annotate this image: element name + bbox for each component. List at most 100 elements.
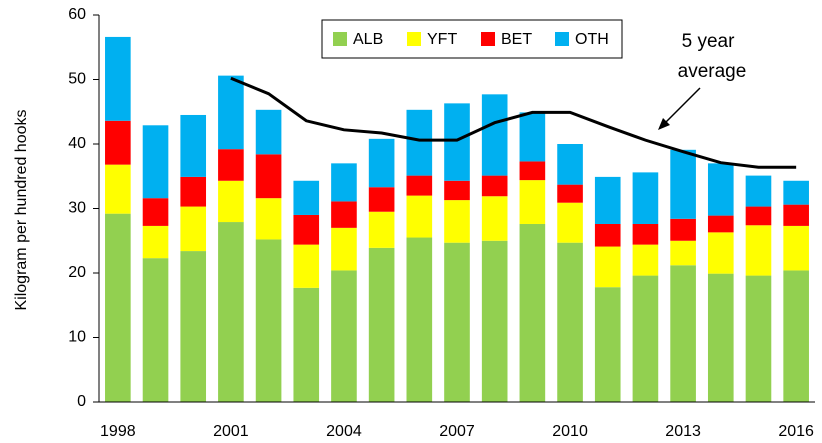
- bar-segment: [632, 275, 659, 402]
- bar-segment: [783, 180, 809, 205]
- bar-segment: [218, 149, 244, 181]
- bar-segment: [745, 225, 772, 276]
- legend-swatch: [333, 32, 347, 46]
- bar-segment: [218, 75, 244, 150]
- bar-segment: [632, 172, 659, 224]
- bar-segment: [557, 184, 583, 203]
- bar-segment: [670, 218, 696, 241]
- bar-segment: [519, 180, 546, 224]
- x-tick-label: 2013: [665, 423, 701, 440]
- bar-segment: [519, 112, 546, 162]
- bar-segment: [707, 232, 734, 274]
- x-tick-label: 2007: [439, 423, 475, 440]
- legend-swatch: [481, 32, 495, 46]
- legend-box: [321, 19, 623, 59]
- bar-segment: [142, 225, 169, 259]
- bar-segment: [331, 270, 357, 402]
- bar-segment: [180, 206, 207, 252]
- bar-segment: [218, 222, 244, 402]
- bar-segment: [444, 180, 470, 201]
- annotation-arrow: [661, 87, 701, 127]
- bar-segment: [745, 206, 772, 226]
- bar-segment: [105, 164, 131, 214]
- arrow-head: [658, 118, 670, 130]
- bar-segment: [255, 239, 282, 402]
- bar-segment: [632, 244, 659, 276]
- bar-segment: [331, 201, 357, 228]
- bar-segment: [331, 227, 357, 271]
- y-tick-label: 40: [68, 135, 86, 152]
- bar-segment: [444, 242, 470, 402]
- bar-segment: [180, 251, 207, 402]
- bar-segment: [368, 211, 395, 248]
- bar-segment: [557, 242, 583, 402]
- bar-segment: [105, 120, 131, 165]
- bar-segment: [557, 202, 583, 243]
- y-axis-label: Kilogram per hundred hooks: [13, 109, 30, 310]
- bar-segment: [594, 246, 621, 288]
- legend-swatch: [555, 32, 569, 46]
- annotation: average: [678, 61, 747, 82]
- bar-segment: [105, 36, 131, 121]
- bar-segment: [293, 244, 320, 288]
- bar-segment: [745, 175, 772, 207]
- bar-segment: [670, 149, 696, 219]
- legend-label: YFT: [427, 31, 457, 48]
- bar-segment: [368, 138, 395, 188]
- bar-segment: [594, 287, 621, 402]
- bar-segment: [368, 247, 395, 402]
- bar-segment: [218, 180, 244, 223]
- bar-segment: [783, 270, 809, 402]
- y-tick-label: 30: [68, 200, 86, 217]
- legend-label: BET: [501, 31, 532, 48]
- y-tick-label: 60: [68, 6, 86, 23]
- y-tick-label: 10: [68, 329, 86, 346]
- y-tick-label: 0: [77, 393, 86, 410]
- bar-segment: [180, 114, 207, 177]
- bar-segment: [444, 103, 470, 181]
- bar-segment: [632, 223, 659, 245]
- bar-segment: [783, 225, 809, 271]
- bar-segment: [331, 163, 357, 202]
- annotation: 5 year: [682, 31, 735, 52]
- bar-segment: [293, 180, 320, 215]
- average-line: [230, 76, 797, 169]
- bar-segment: [368, 187, 395, 212]
- bar-segment: [406, 237, 433, 402]
- bar-segment: [105, 213, 131, 402]
- bar-segment: [255, 109, 282, 155]
- legend-label: ALB: [353, 31, 383, 48]
- bar-segment: [406, 109, 433, 176]
- bar-segment: [707, 273, 734, 402]
- legend-swatch: [407, 32, 421, 46]
- bar-segment: [670, 240, 696, 266]
- bar-segment: [594, 176, 621, 224]
- bar-segment: [180, 176, 207, 207]
- bar-segment: [745, 275, 772, 402]
- bar-segment: [444, 200, 470, 243]
- x-tick-label: 2010: [552, 423, 588, 440]
- bar-segment: [481, 94, 508, 176]
- bar-segment: [142, 198, 169, 226]
- y-tick-label: 20: [68, 264, 86, 281]
- bar-segment: [481, 175, 508, 197]
- bar-segment: [670, 265, 696, 402]
- bar-segment: [293, 214, 320, 245]
- bar-segment: [406, 175, 433, 196]
- bar-segment: [519, 223, 546, 402]
- bar-segment: [707, 215, 734, 233]
- bar-segment: [557, 144, 583, 185]
- bar-segment: [255, 154, 282, 199]
- x-tick-label: 1998: [100, 423, 136, 440]
- bar-segment: [142, 258, 169, 402]
- x-tick-label: 2004: [326, 423, 362, 440]
- bar-segment: [707, 163, 734, 216]
- legend-label: OTH: [575, 31, 609, 48]
- bar-segment: [255, 198, 282, 240]
- y-tick-label: 50: [68, 71, 86, 88]
- bar-segment: [519, 161, 546, 181]
- bar-segment: [481, 240, 508, 402]
- bar-segment: [142, 125, 169, 199]
- bar-segment: [594, 223, 621, 247]
